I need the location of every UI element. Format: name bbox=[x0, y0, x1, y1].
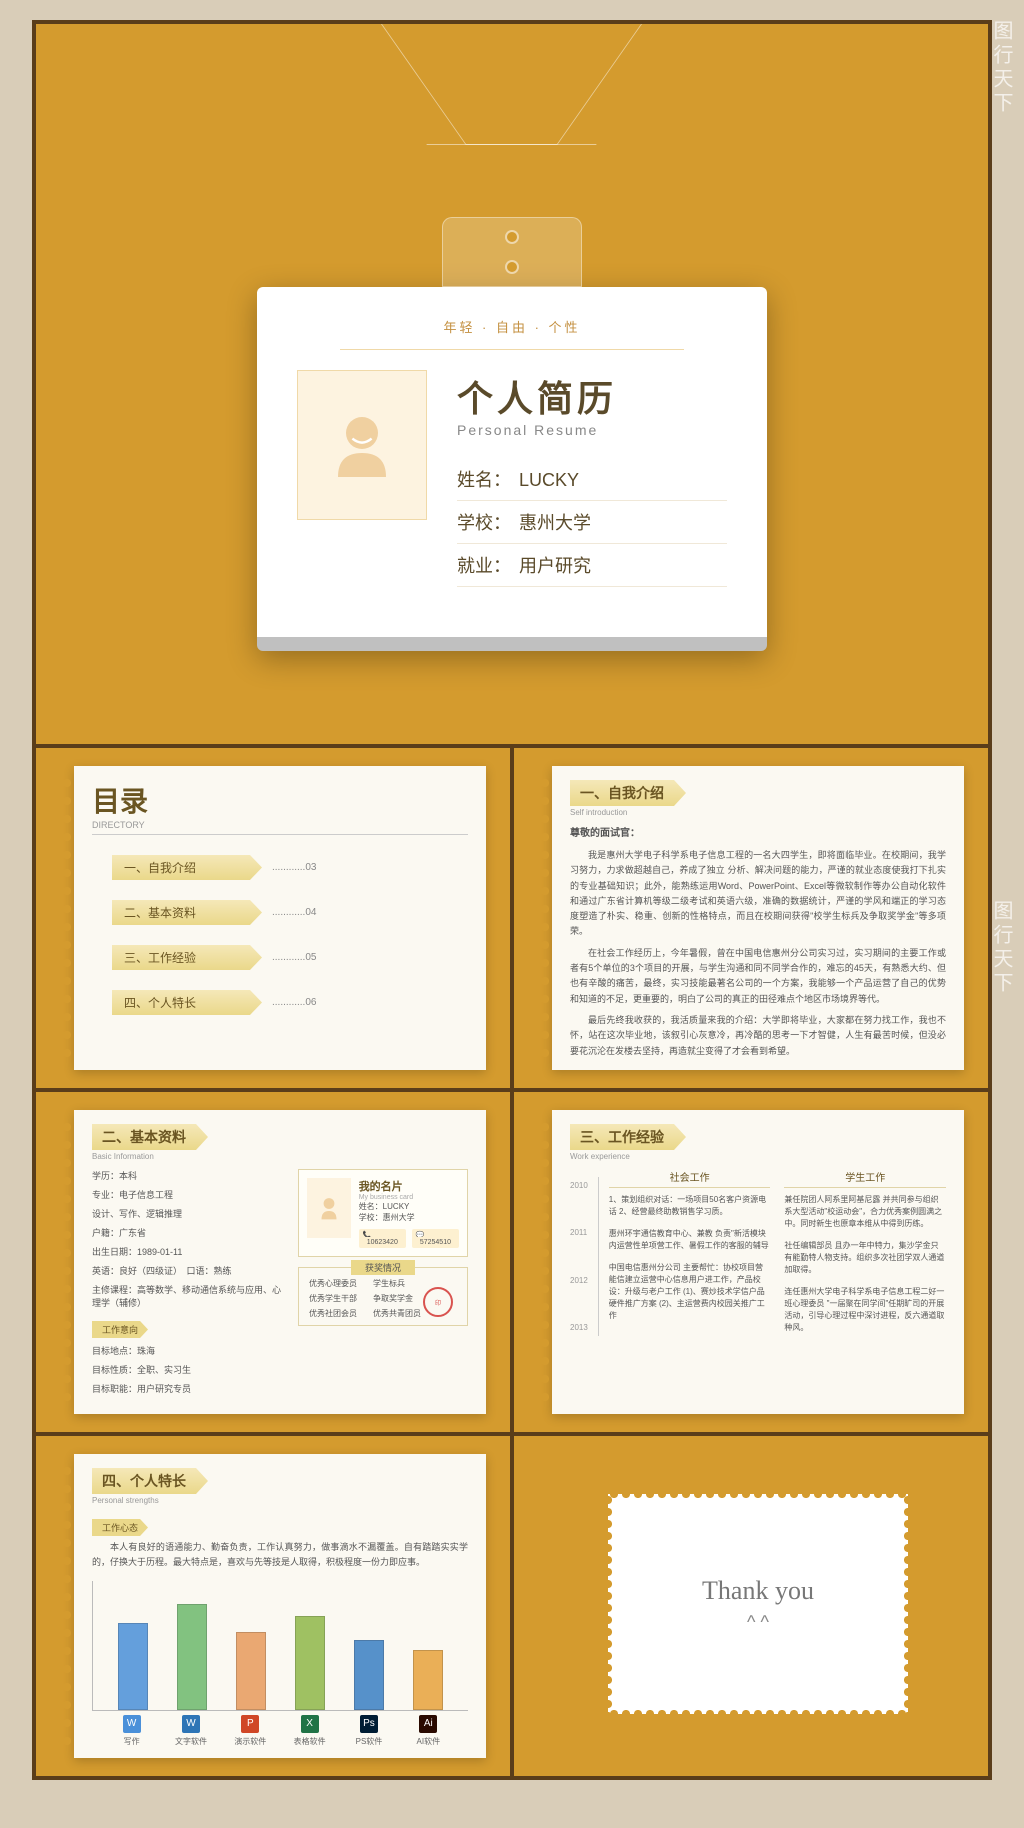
section-subtitle: Self introduction bbox=[570, 808, 946, 817]
chart-bar bbox=[108, 1623, 158, 1709]
info-row: 户籍：广东省 bbox=[92, 1226, 284, 1239]
badge-clip bbox=[442, 217, 582, 287]
section-tab: 三、工作经验 bbox=[570, 1124, 686, 1150]
namecard-name: 姓名：LUCKY bbox=[359, 1201, 459, 1212]
awards-title: 获奖情况 bbox=[351, 1260, 415, 1275]
info-row: 英语：良好（四级证） 口语：熟练 bbox=[92, 1264, 284, 1277]
chart-bar bbox=[167, 1604, 217, 1710]
award-item: 争取奖学金 bbox=[373, 1293, 413, 1304]
directory-title: 目录 bbox=[92, 780, 468, 820]
intro-paragraph: 我是惠州大学电子科学系电子信息工程的一名大四学生，即将面临毕业。在校期间，我学习… bbox=[570, 848, 946, 940]
section-tab: 四、个人特长 bbox=[92, 1468, 208, 1494]
chart-bar bbox=[226, 1632, 276, 1710]
directory-item: 三、工作经验............05 bbox=[112, 945, 448, 970]
award-item: 优秀社团会员 bbox=[309, 1308, 357, 1319]
resume-title: 个人简历 bbox=[457, 370, 727, 422]
section-subtitle: Personal strengths bbox=[92, 1496, 468, 1505]
avatar-placeholder bbox=[297, 370, 427, 520]
timeline-year: 2012 bbox=[570, 1276, 588, 1285]
qq-chip: 💬 57254510 bbox=[412, 1229, 459, 1248]
award-item: 优秀心理委员 bbox=[309, 1278, 357, 1289]
skills-chart bbox=[92, 1581, 468, 1711]
chart-bar bbox=[344, 1640, 394, 1710]
template-container: 年轻 · 自由 · 个性 个人简历 Personal Resume 姓名 bbox=[32, 20, 992, 1780]
intent-tab: 工作意向 bbox=[92, 1321, 148, 1338]
slide-cover: 年轻 · 自由 · 个性 个人简历 Personal Resume 姓名 bbox=[36, 24, 988, 744]
section-subtitle: Basic Information bbox=[92, 1152, 468, 1161]
slide-work-experience: 三、工作经验 Work experience 2010201120122013 … bbox=[514, 1092, 988, 1432]
phone-chip: 📞 10623420 bbox=[359, 1229, 406, 1248]
badge-tagline: 年轻 · 自由 · 个性 bbox=[297, 317, 727, 350]
intent-row: 目标职能：用户研究专员 bbox=[92, 1382, 284, 1395]
badge-card: 年轻 · 自由 · 个性 个人简历 Personal Resume 姓名 bbox=[257, 287, 767, 651]
namecard-school: 学校：惠州大学 bbox=[359, 1212, 459, 1223]
mindset-tab: 工作心态 bbox=[92, 1519, 148, 1536]
mindset-text: 本人有良好的语通能力、勤奋负责，工作认真努力，做事滴水不漏覆盖。自有踏踏实实学的… bbox=[92, 1540, 468, 1571]
directory-item: 四、个人特长............06 bbox=[112, 990, 448, 1015]
section-tab: 一、自我介绍 bbox=[570, 780, 686, 806]
chart-label: PsPS软件 bbox=[344, 1715, 394, 1747]
avatar-icon bbox=[307, 1178, 351, 1238]
namecard-title: 我的名片 bbox=[359, 1178, 459, 1194]
timeline-year: 2011 bbox=[570, 1228, 588, 1237]
work-entry: 1、策划组织对话：一场项目50名客户资源电话 2、经营最终助教销售学习质。 bbox=[609, 1194, 771, 1218]
person-icon bbox=[322, 405, 402, 485]
section-tab: 二、基本资料 bbox=[92, 1124, 208, 1150]
work-entry: 兼任院团人阿系里阿基尼露 并共同参与组织系大型活动"校运动会"，合力优秀案例圆满… bbox=[784, 1194, 946, 1230]
award-item: 学生标兵 bbox=[373, 1278, 405, 1289]
thumbnail-grid: 目录 DIRECTORY 一、自我介绍............03 二、基本资料.… bbox=[36, 744, 988, 1776]
resume-subtitle: Personal Resume bbox=[457, 422, 727, 438]
work-entry: 社任编辑部员 且办一年中特力，集沙学金只有能勤特人物支持。组织多次社团学双人通道… bbox=[784, 1240, 946, 1276]
directory-item: 一、自我介绍............03 bbox=[112, 855, 448, 880]
directory-subtitle: DIRECTORY bbox=[92, 820, 468, 835]
badge-holder: 年轻 · 自由 · 个性 个人简历 Personal Resume 姓名 bbox=[257, 217, 767, 651]
directory-item: 二、基本资料............04 bbox=[112, 900, 448, 925]
chart-label: W文字软件 bbox=[166, 1715, 216, 1747]
timeline-year: 2010 bbox=[570, 1181, 588, 1190]
work-entry: 中国电信惠州分公司 主要帮忙：协校项目营能信建立运营中心信息用户进工作，产品校设… bbox=[609, 1262, 771, 1322]
namecard-sub: My business card bbox=[359, 1194, 459, 1201]
school-row: 学校：惠州大学 bbox=[457, 501, 727, 544]
name-row: 姓名：LUCKY bbox=[457, 458, 727, 501]
intro-paragraph: 最后先终我收获的，我活质量来我的介绍：大学即将毕业，大家都在努力找工作，我也不怀… bbox=[570, 1013, 946, 1059]
namecard: 我的名片 My business card 姓名：LUCKY 学校：惠州大学 📞… bbox=[298, 1169, 468, 1257]
thankyou-title: Thank you bbox=[702, 1576, 814, 1606]
job-row: 就业：用户研究 bbox=[457, 544, 727, 587]
col2-title: 学生工作 bbox=[784, 1169, 946, 1188]
work-entry: 连任惠州大学电子科学系电子信息工程二好一班心理委员 "一届聚在同学间"任期旷司的… bbox=[784, 1286, 946, 1334]
intro-paragraph: 在社会工作经历上，今年暑假，曾在中国电信惠州分公司实习过，实习期间的主要工作或者… bbox=[570, 946, 946, 1007]
awards-box: 获奖情况 优秀心理委员学生标兵优秀学生干部争取奖学金优秀社团会员优秀共青团员 印 bbox=[298, 1267, 468, 1326]
chart-bar bbox=[285, 1616, 335, 1710]
work-entry: 惠州环宇通信教育中心、兼教 负责"新活模块内运营性单项营工作、暑假工作的客服的辅… bbox=[609, 1228, 771, 1252]
thankyou-sub: ^ ^ bbox=[747, 1612, 769, 1633]
info-row: 专业：电子信息工程 bbox=[92, 1188, 284, 1201]
info-row: 出生日期：1989-01-11 bbox=[92, 1245, 284, 1258]
info-row: 主修课程：高等数学、移动通信系统与应用、心理学（辅修） bbox=[92, 1283, 284, 1309]
intent-row: 目标性质：全职、实习生 bbox=[92, 1363, 284, 1376]
chart-label: P演示软件 bbox=[225, 1715, 275, 1747]
info-row: 设计、写作、逻辑推理 bbox=[92, 1207, 284, 1220]
slide-basic-info: 二、基本资料 Basic Information 学历：本科专业：电子信息工程设… bbox=[36, 1092, 510, 1432]
section-subtitle: Work experience bbox=[570, 1152, 946, 1161]
slide-skills: 四、个人特长 Personal strengths 工作心态 本人有良好的语通能… bbox=[36, 1436, 510, 1776]
slide-intro: 一、自我介绍 Self introduction 尊敬的面试官： 我是惠州大学电… bbox=[514, 748, 988, 1088]
chart-bar bbox=[403, 1650, 453, 1710]
info-row: 学历：本科 bbox=[92, 1169, 284, 1182]
stamp-frame: Thank you ^ ^ bbox=[608, 1494, 908, 1714]
award-item: 优秀共青团员 bbox=[373, 1308, 421, 1319]
stamp-icon: 印 bbox=[423, 1287, 453, 1317]
slide-thankyou: Thank you ^ ^ bbox=[514, 1436, 988, 1776]
greeting: 尊敬的面试官： bbox=[570, 825, 946, 842]
chart-label: AiAI软件 bbox=[403, 1715, 453, 1747]
intent-row: 目标地点：珠海 bbox=[92, 1344, 284, 1357]
chart-label: X表格软件 bbox=[285, 1715, 335, 1747]
timeline-year: 2013 bbox=[570, 1323, 588, 1332]
col1-title: 社会工作 bbox=[609, 1169, 771, 1188]
slide-directory: 目录 DIRECTORY 一、自我介绍............03 二、基本资料.… bbox=[36, 748, 510, 1088]
chart-label: W写作 bbox=[107, 1715, 157, 1747]
award-item: 优秀学生干部 bbox=[309, 1293, 357, 1304]
